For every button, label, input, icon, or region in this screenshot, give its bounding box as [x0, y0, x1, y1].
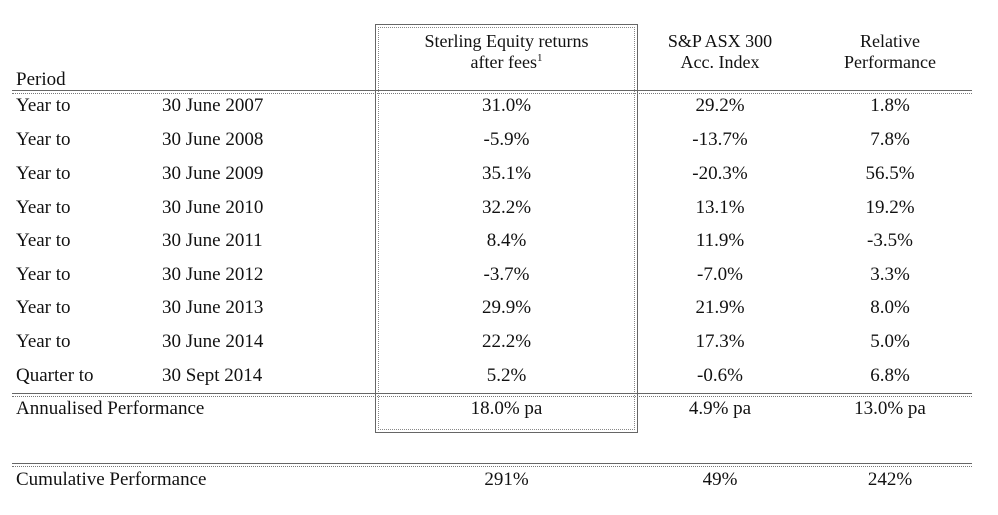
header-relative-line2: Performance [844, 52, 936, 72]
header-sterling-line2: after fees1 [376, 52, 637, 73]
row-relative: 3.3% [870, 264, 910, 285]
row-relative: 1.8% [870, 95, 910, 116]
header-period: Period [16, 69, 66, 90]
header-relative: Relative Performance [810, 31, 970, 73]
row-relative: 8.0% [870, 297, 910, 318]
row-sterling: -3.7% [483, 264, 530, 285]
cumulative-rule-dotted [12, 466, 972, 467]
row-asx: 13.1% [695, 197, 745, 218]
row-date: 30 June 2014 [162, 331, 264, 352]
row-date: 30 June 2009 [162, 163, 264, 184]
row-date: 30 June 2011 [162, 230, 263, 251]
row-sterling: 29.9% [481, 297, 532, 318]
row-period: Quarter to [16, 365, 94, 386]
annualised-relative: 13.0% pa [854, 398, 926, 419]
row-sterling: 22.2% [481, 331, 532, 352]
row-asx: -7.0% [697, 264, 743, 285]
annualised-rule-dotted [12, 396, 972, 397]
annualised-label: Annualised Performance [16, 398, 205, 419]
header-asx-line1: S&P ASX 300 [667, 31, 773, 51]
annualised-rule [12, 393, 972, 394]
row-period: Year to [16, 230, 71, 251]
row-date: 30 June 2013 [162, 297, 264, 318]
row-relative: -3.5% [867, 230, 913, 251]
header-sterling-line1: Sterling Equity returns [424, 31, 589, 51]
row-period: Year to [16, 264, 71, 285]
row-date: 30 June 2010 [162, 197, 264, 218]
cumulative-asx: 49% [702, 469, 738, 490]
row-date: 30 June 2008 [162, 129, 264, 150]
row-date: 30 June 2007 [162, 95, 264, 116]
row-asx: 17.3% [695, 331, 745, 352]
row-sterling: 31.0% [481, 95, 532, 116]
row-asx: -13.7% [692, 129, 748, 150]
cumulative-rule [12, 463, 972, 464]
row-sterling: 32.2% [481, 197, 532, 218]
header-rule [12, 90, 972, 91]
header-asx-line2: Acc. Index [680, 52, 760, 72]
annualised-asx: 4.9% pa [688, 398, 752, 419]
sterling-column-box-inner [378, 27, 635, 430]
row-sterling: 35.1% [481, 163, 532, 184]
row-period: Year to [16, 129, 71, 150]
row-relative: 56.5% [865, 163, 915, 184]
header-sterling: Sterling Equity returns after fees1 [376, 31, 637, 73]
row-asx: -0.6% [697, 365, 743, 386]
row-asx: -20.3% [692, 163, 748, 184]
row-relative: 7.8% [870, 129, 910, 150]
cumulative-relative: 242% [867, 469, 913, 490]
cumulative-sterling: 291% [484, 469, 529, 490]
row-asx: 29.2% [695, 95, 745, 116]
row-relative: 6.8% [870, 365, 910, 386]
row-sterling: -5.9% [483, 129, 530, 150]
row-asx: 21.9% [695, 297, 745, 318]
header-relative-line1: Relative [860, 31, 920, 51]
annualised-sterling: 18.0% pa [470, 398, 543, 419]
header-rule-dotted [12, 93, 972, 94]
sterling-column-box [375, 24, 638, 433]
row-asx: 11.9% [695, 230, 745, 251]
header-sterling-line2-text: after fees [470, 52, 537, 72]
row-period: Year to [16, 297, 71, 318]
row-sterling: 5.2% [486, 365, 527, 386]
row-period: Year to [16, 331, 71, 352]
row-period: Year to [16, 95, 71, 116]
row-relative: 19.2% [865, 197, 915, 218]
row-date: 30 Sept 2014 [162, 365, 263, 386]
row-relative: 5.0% [870, 331, 910, 352]
header-sterling-footnote: 1 [536, 52, 543, 64]
row-period: Year to [16, 163, 71, 184]
row-date: 30 June 2012 [162, 264, 264, 285]
header-asx: S&P ASX 300 Acc. Index [640, 31, 800, 73]
row-period: Year to [16, 197, 71, 218]
cumulative-label: Cumulative Performance [16, 469, 207, 490]
row-sterling: 8.4% [486, 230, 527, 251]
